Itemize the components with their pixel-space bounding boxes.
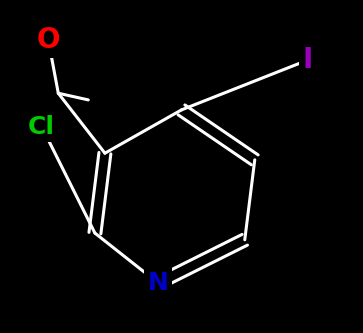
Text: O: O	[37, 26, 60, 54]
Text: Cl: Cl	[28, 115, 55, 139]
Text: N: N	[148, 271, 169, 295]
Text: I: I	[303, 46, 313, 74]
